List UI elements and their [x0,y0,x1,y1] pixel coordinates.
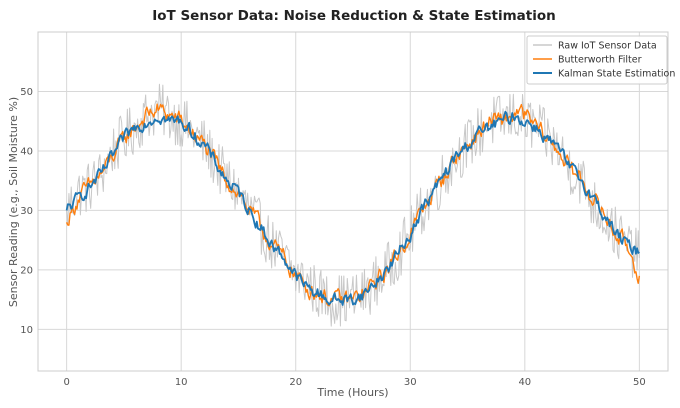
y-tick-label: 20 [20,265,33,276]
legend: Raw IoT Sensor Data Butterworth Filter K… [526,35,675,85]
legend-label-butterworth: Butterworth Filter [558,55,642,66]
x-tick-label: 30 [404,377,417,388]
y-tick-label: 40 [20,146,33,157]
tick-labels: 0 10 20 30 40 50 10 20 30 40 50 [20,87,645,388]
chart-title: IoT Sensor Data: Noise Reduction & State… [152,8,555,24]
series-kalman-estimation [65,110,640,306]
x-tick-label: 20 [289,377,302,388]
y-axis-label: Sensor Reading (e.g., Soil Moisture %) [7,97,20,307]
x-tick-label: 50 [633,377,646,388]
series-raw-sensor-data [66,83,640,327]
series-layer [65,83,641,327]
y-tick-label: 10 [20,325,33,336]
y-tick-label: 50 [20,87,33,98]
y-tick-label: 30 [20,206,33,217]
x-tick-label: 0 [63,377,69,388]
plot-frame [37,31,669,372]
x-tick-label: 40 [518,377,531,388]
x-axis-label: Time (Hours) [316,386,388,399]
legend-box [526,35,668,85]
x-tick-label: 10 [175,377,188,388]
legend-label-raw: Raw IoT Sensor Data [558,41,657,52]
legend-label-kalman: Kalman State Estimation [558,69,675,80]
